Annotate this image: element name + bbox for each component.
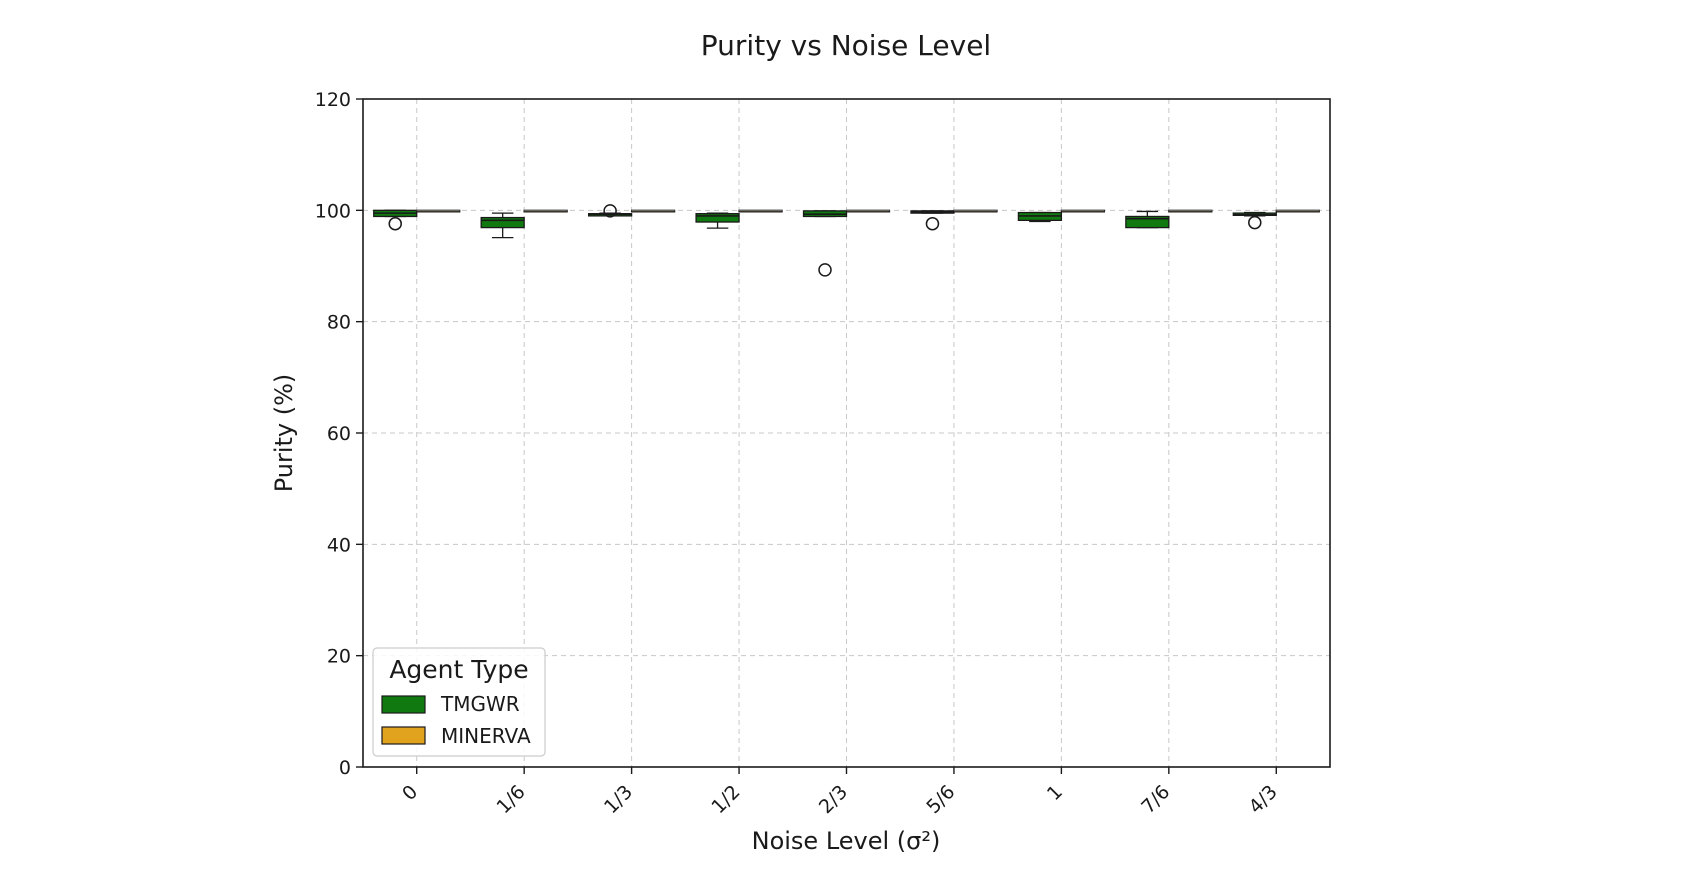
box-minerva — [1168, 209, 1213, 213]
x-tick-label: 4/3 — [1245, 781, 1282, 818]
box-body — [695, 213, 740, 223]
box-minerva — [845, 209, 891, 213]
outlier-point — [1248, 215, 1262, 230]
box-minerva — [738, 209, 783, 213]
box-tmgwr — [695, 212, 740, 229]
legend-swatch-tmgwr — [381, 695, 426, 714]
boxes — [373, 204, 1320, 277]
y-tick-label: 0 — [339, 757, 351, 779]
box-tmgwr — [373, 209, 418, 231]
box-body — [1125, 215, 1170, 229]
box-minerva — [416, 209, 461, 213]
outlier-point — [925, 216, 940, 231]
x-tick-label: 2/3 — [815, 781, 852, 818]
y-tick-label: 100 — [315, 200, 351, 222]
legend-label-tmgwr: TMGWR — [440, 692, 520, 716]
x-axis-label: Noise Level (σ²) — [752, 827, 941, 855]
x-tick-label: 0 — [398, 781, 422, 805]
box-minerva — [953, 209, 998, 213]
y-tick-label: 20 — [327, 646, 351, 668]
legend-label-minerva: MINERVA — [441, 724, 531, 748]
x-tick-label: 1/3 — [600, 781, 637, 818]
box-tmgwr — [910, 210, 955, 231]
x-axis: 0 1/6 1/3 1/2 2/3 5/6 1 7/6 4/3 — [398, 767, 1282, 818]
outlier-point — [818, 263, 832, 277]
box-tmgwr — [1125, 210, 1170, 229]
chart-title: Purity vs Noise Level — [701, 29, 991, 62]
box-minerva — [1275, 209, 1320, 213]
y-tick-label: 120 — [315, 89, 351, 111]
box-body — [480, 216, 525, 229]
y-tick-label: 80 — [327, 312, 351, 334]
x-tick-label: 5/6 — [922, 781, 959, 818]
y-tick-label: 60 — [327, 423, 351, 445]
legend: Agent Type TMGWR MINERVA — [372, 647, 546, 757]
box-minerva — [630, 209, 676, 213]
x-tick-label: 1/6 — [493, 781, 530, 818]
box-tmgwr — [1232, 211, 1277, 230]
x-tick-label: 1 — [1043, 781, 1067, 805]
legend-swatch-minerva — [381, 726, 426, 745]
box-minerva — [523, 209, 568, 213]
outlier-point — [603, 204, 617, 218]
y-tick-label: 40 — [327, 534, 351, 556]
x-tick-label: 1/2 — [707, 781, 744, 818]
y-axis: 0 20 40 60 80 100 120 — [315, 89, 363, 779]
box-tmgwr — [587, 204, 633, 218]
box-tmgwr — [480, 212, 525, 239]
y-axis-label: Purity (%) — [270, 374, 298, 493]
x-tick-label: 7/6 — [1137, 781, 1174, 818]
outlier-point — [388, 216, 402, 231]
box-tmgwr — [802, 210, 848, 277]
box-tmgwr — [1017, 211, 1063, 223]
legend-title: Agent Type — [389, 655, 528, 684]
box-minerva — [1060, 209, 1106, 213]
